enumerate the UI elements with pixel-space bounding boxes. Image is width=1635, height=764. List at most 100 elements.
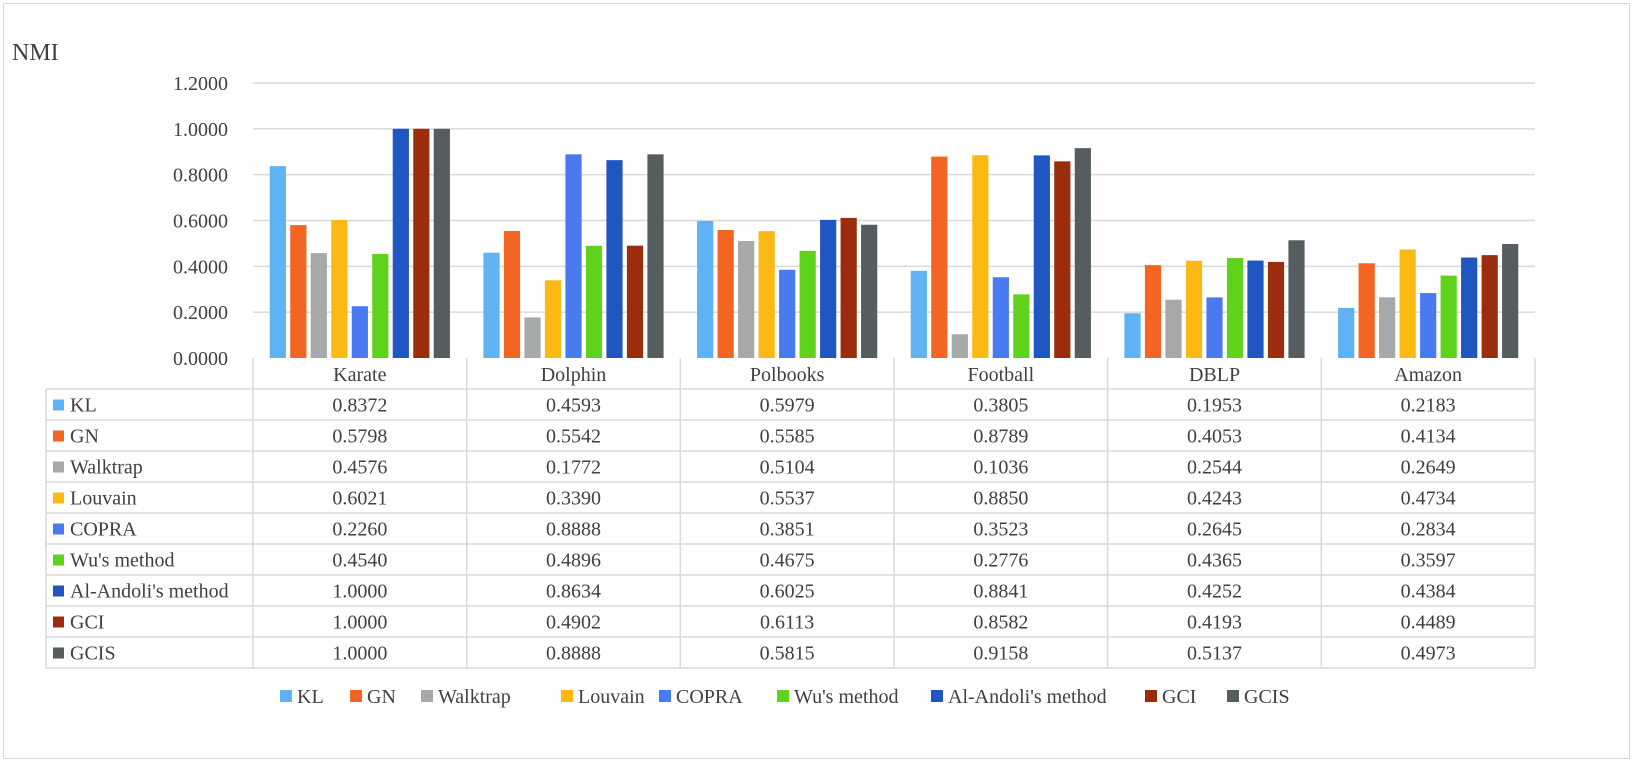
bar-karate-2 bbox=[310, 253, 327, 358]
bar-amazon-4 bbox=[1420, 293, 1437, 358]
data-label: 0.5979 bbox=[760, 395, 815, 417]
bar-dolphin-8 bbox=[647, 154, 664, 358]
data-label: 0.5542 bbox=[546, 426, 601, 448]
legend-label: COPRA bbox=[676, 686, 743, 708]
data-label: 0.1953 bbox=[1187, 395, 1242, 417]
data-label: 0.4193 bbox=[1187, 612, 1242, 634]
data-label: 1.0000 bbox=[332, 581, 387, 603]
data-label: 0.4896 bbox=[546, 550, 601, 572]
bar-amazon-2 bbox=[1379, 297, 1396, 358]
y-tick-label: 0.8000 bbox=[173, 165, 228, 187]
bar-polbooks-0 bbox=[697, 220, 714, 358]
data-label: 0.6025 bbox=[760, 581, 815, 603]
table-swatch bbox=[53, 585, 64, 597]
bar-football-1 bbox=[931, 156, 948, 358]
legend-swatch bbox=[777, 690, 789, 702]
data-label: 1.0000 bbox=[332, 643, 387, 665]
bar-dolphin-7 bbox=[626, 245, 644, 358]
data-label: 0.8634 bbox=[546, 581, 601, 603]
bar-karate-7 bbox=[413, 128, 430, 358]
chart-frame bbox=[3, 3, 1630, 759]
data-label: 0.4675 bbox=[760, 550, 815, 572]
y-tick-labels: 0.0000 0.2000 0.4000 0.6000 0.8000 1.0000 1.20… bbox=[173, 73, 228, 370]
data-label: 0.3851 bbox=[760, 519, 815, 541]
bar-karate-5 bbox=[372, 253, 389, 358]
legend-swatch bbox=[350, 690, 362, 702]
bar-dolphin-0 bbox=[483, 252, 500, 358]
series-name: Louvain bbox=[70, 488, 137, 510]
legend: KL GN Walktrap Louvain COPRA Wu's method Al-An… bbox=[280, 686, 1290, 708]
data-label: 0.4973 bbox=[1401, 643, 1456, 665]
data-label: 0.2260 bbox=[332, 519, 387, 541]
gridlines bbox=[253, 82, 1535, 313]
legend-label: GCIS bbox=[1244, 686, 1290, 708]
bar-dblp-3 bbox=[1185, 260, 1203, 358]
data-label: 0.4489 bbox=[1401, 612, 1456, 634]
bar-polbooks-8 bbox=[861, 224, 878, 358]
series-name: Wu's method bbox=[70, 550, 174, 572]
category-label: DBLP bbox=[1189, 364, 1240, 386]
data-label: 0.1772 bbox=[546, 457, 601, 479]
bar-dolphin-1 bbox=[503, 230, 521, 358]
table-swatch bbox=[53, 461, 64, 473]
data-table: Karate Dolphin Polbooks Football DBLP Amazon K… bbox=[45, 358, 1536, 669]
bar-dolphin-2 bbox=[524, 317, 541, 358]
bar-dolphin-4 bbox=[565, 154, 582, 358]
legend-label: Wu's method bbox=[794, 686, 898, 708]
data-label: 0.9158 bbox=[973, 643, 1028, 665]
data-label: 0.3597 bbox=[1401, 550, 1456, 572]
data-label: 0.5815 bbox=[760, 643, 815, 665]
table-swatch bbox=[53, 492, 64, 504]
bar-polbooks-4 bbox=[779, 269, 796, 358]
data-label: 0.4576 bbox=[332, 457, 387, 479]
category-label: Karate bbox=[333, 364, 386, 386]
data-label: 0.5104 bbox=[760, 457, 815, 479]
series-name: GCIS bbox=[70, 643, 116, 665]
bar-football-7 bbox=[1054, 161, 1071, 358]
data-label: 0.4540 bbox=[332, 550, 387, 572]
bar-football-4 bbox=[992, 277, 1009, 358]
data-label: 0.2834 bbox=[1401, 519, 1456, 541]
bar-karate-0 bbox=[269, 166, 286, 358]
data-label: 0.2776 bbox=[973, 550, 1028, 572]
data-label: 0.3390 bbox=[546, 488, 601, 510]
bar-karate-1 bbox=[290, 225, 307, 358]
bar-dolphin-5 bbox=[585, 245, 603, 358]
legend-swatch bbox=[1145, 690, 1157, 702]
bar-amazon-6 bbox=[1461, 257, 1478, 358]
data-label: 0.4243 bbox=[1187, 488, 1242, 510]
bar-amazon-7 bbox=[1481, 255, 1498, 358]
table-swatch bbox=[53, 399, 64, 411]
bar-amazon-5 bbox=[1440, 275, 1457, 358]
bar-amazon-0 bbox=[1338, 307, 1355, 358]
bar-football-6 bbox=[1033, 155, 1050, 358]
data-label: 0.1036 bbox=[973, 457, 1028, 479]
table-swatch bbox=[53, 523, 64, 535]
bar-amazon-1 bbox=[1358, 263, 1375, 358]
bar-dblp-6 bbox=[1247, 260, 1264, 358]
category-label: Amazon bbox=[1394, 364, 1462, 386]
data-label: 0.4134 bbox=[1401, 426, 1456, 448]
data-label: 0.5537 bbox=[760, 488, 815, 510]
series-name: GN bbox=[70, 426, 99, 448]
bar-football-3 bbox=[972, 155, 989, 358]
data-label: 0.4593 bbox=[546, 395, 601, 417]
y-tick-label: 0.2000 bbox=[173, 302, 228, 324]
legend-label: GN bbox=[367, 686, 396, 708]
bar-dblp-2 bbox=[1165, 299, 1182, 358]
y-tick-label: 0.4000 bbox=[173, 256, 228, 278]
bar-dblp-0 bbox=[1124, 313, 1141, 358]
data-label: 0.6021 bbox=[332, 488, 387, 510]
bar-karate-4 bbox=[351, 306, 368, 358]
table-swatch bbox=[53, 430, 64, 442]
category-label: Polbooks bbox=[750, 364, 825, 386]
data-label: 0.8372 bbox=[332, 395, 387, 417]
series-name: KL bbox=[70, 395, 97, 417]
data-label: 0.8888 bbox=[546, 643, 601, 665]
category-label: Football bbox=[967, 364, 1034, 386]
data-label: 0.5585 bbox=[760, 426, 815, 448]
y-tick-label: 0.6000 bbox=[173, 211, 228, 233]
data-label: 0.3805 bbox=[973, 395, 1028, 417]
data-label: 0.4902 bbox=[546, 612, 601, 634]
